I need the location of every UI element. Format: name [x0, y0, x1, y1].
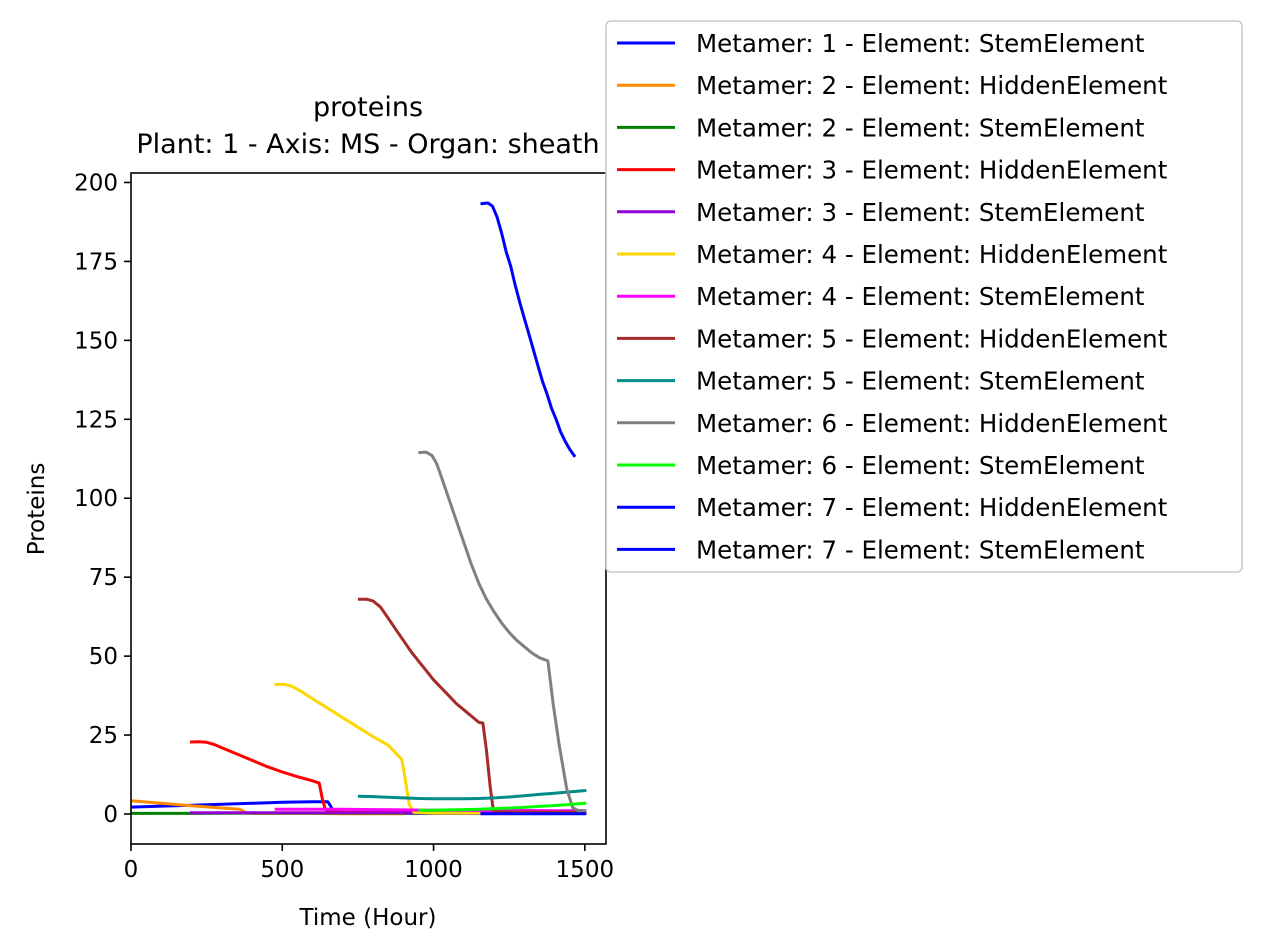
chart-title: proteins — [313, 92, 423, 123]
legend-label: Metamer: 7 - Element: HiddenElement — [696, 493, 1168, 522]
legend-label: Metamer: 4 - Element: StemElement — [696, 282, 1145, 311]
series-line-12 — [480, 201, 577, 458]
legend-frame — [605, 20, 1243, 573]
chart-subtitle: Plant: 1 - Axis: MS - Organ: sheath — [136, 129, 599, 160]
legend-label: Metamer: 3 - Element: StemElement — [696, 198, 1145, 227]
y-tick-label: 200 — [74, 170, 118, 196]
y-tick-label: 50 — [89, 644, 118, 670]
y-tick-label: 125 — [74, 407, 118, 433]
legend-label: Metamer: 5 - Element: StemElement — [696, 367, 1145, 396]
x-tick-label: 500 — [260, 857, 304, 883]
series-line-11 — [418, 801, 587, 812]
series-line-6 — [274, 682, 481, 815]
series-line-8 — [357, 597, 587, 814]
legend: Metamer: 1 - Element: StemElement Metamer… — [605, 20, 1243, 573]
series-layer — [131, 201, 587, 816]
legend-label: Metamer: 1 - Element: StemElement — [696, 29, 1145, 58]
series-line-9 — [357, 788, 587, 801]
series-line-10 — [418, 450, 587, 813]
x-axis-label: Time (Hour) — [299, 905, 437, 931]
legend-label: Metamer: 2 - Element: StemElement — [696, 113, 1145, 142]
x-tick-label: 1500 — [556, 857, 615, 883]
y-tick-label: 25 — [89, 723, 118, 749]
legend-label: Metamer: 5 - Element: HiddenElement — [696, 324, 1168, 353]
legend-label: Metamer: 6 - Element: HiddenElement — [696, 409, 1168, 438]
y-axis-ticks: 0 25 50 75 100 125 150 175 200 — [74, 170, 131, 828]
y-axis-label: Proteins — [24, 463, 50, 556]
y-tick-label: 0 — [103, 802, 118, 828]
legend-label: Metamer: 6 - Element: StemElement — [696, 451, 1145, 480]
x-tick-label: 0 — [124, 857, 139, 883]
y-tick-label: 75 — [89, 565, 118, 591]
y-tick-label: 175 — [74, 249, 118, 275]
y-tick-label: 100 — [74, 486, 118, 512]
legend-label: Metamer: 2 - Element: HiddenElement — [696, 71, 1168, 100]
legend-label: Metamer: 7 - Element: StemElement — [696, 535, 1145, 564]
x-tick-label: 1000 — [404, 857, 463, 883]
legend-entries: Metamer: 1 - Element: StemElement Metamer… — [617, 29, 1168, 564]
legend-label: Metamer: 3 - Element: HiddenElement — [696, 156, 1168, 185]
y-tick-label: 150 — [74, 328, 118, 354]
legend-label: Metamer: 4 - Element: HiddenElement — [696, 240, 1168, 269]
x-axis-ticks: 0 500 1000 1500 — [124, 844, 614, 883]
